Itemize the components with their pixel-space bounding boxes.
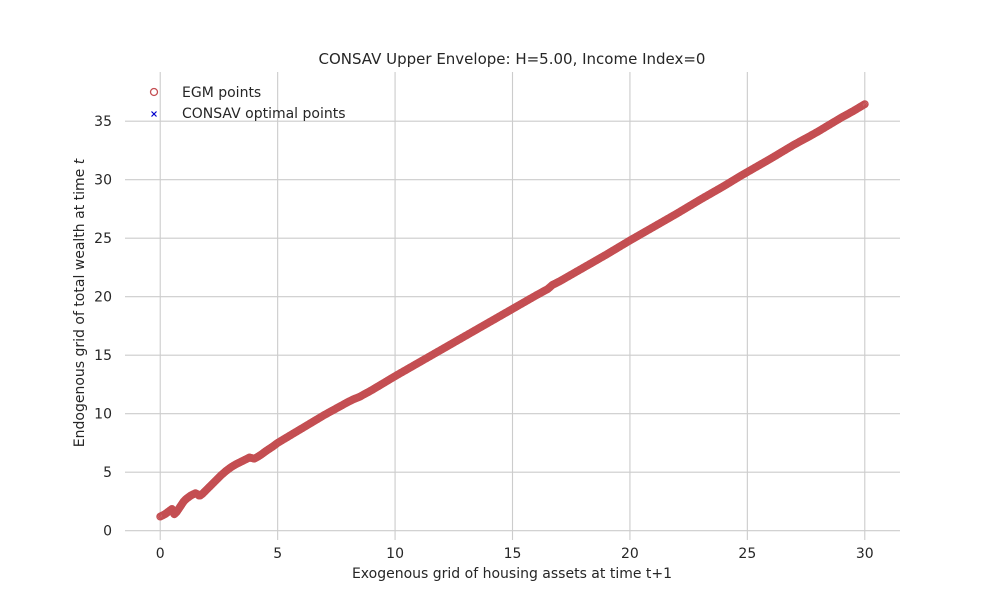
x-tick-label: 20 [621,546,639,562]
y-axis-label-prefix: Endogenous grid of total wealth at time [72,164,88,447]
y-tick-label: 25 [94,231,112,247]
y-tick-label: 15 [94,348,112,364]
legend-label-consav: CONSAV optimal points [182,106,346,122]
grid-layer [125,72,900,540]
x-axis-label: Exogenous grid of housing assets at time… [352,566,672,582]
x-tick-label: 30 [856,546,874,562]
legend: EGM points CONSAV optimal points [149,85,346,122]
x-tick-label: 15 [504,546,522,562]
y-tick-label: 30 [94,173,112,189]
legend-marker-egm [149,87,159,97]
y-tick-labels: 0 5 10 15 20 25 30 35 [94,114,112,540]
x-tick-label: 0 [156,546,165,562]
legend-marker-consav [151,111,157,117]
legend-label-egm: EGM points [182,85,261,101]
x-tick-label: 10 [386,546,404,562]
points-layer [156,100,869,521]
y-tick-label: 35 [94,114,112,130]
y-axis-label: Endogenous grid of total wealth at time … [72,158,88,447]
y-axis-label-variable: t [72,158,88,164]
egm-point [860,100,869,109]
y-tick-label: 10 [94,407,112,423]
y-tick-label: 0 [103,524,112,540]
x-tick-label: 5 [273,546,282,562]
chart-title: CONSAV Upper Envelope: H=5.00, Income In… [319,50,706,68]
x-tick-labels: 0 5 10 15 20 25 30 [156,546,874,562]
y-tick-label: 20 [94,290,112,306]
x-tick-label: 25 [738,546,756,562]
y-tick-label: 5 [103,465,112,481]
